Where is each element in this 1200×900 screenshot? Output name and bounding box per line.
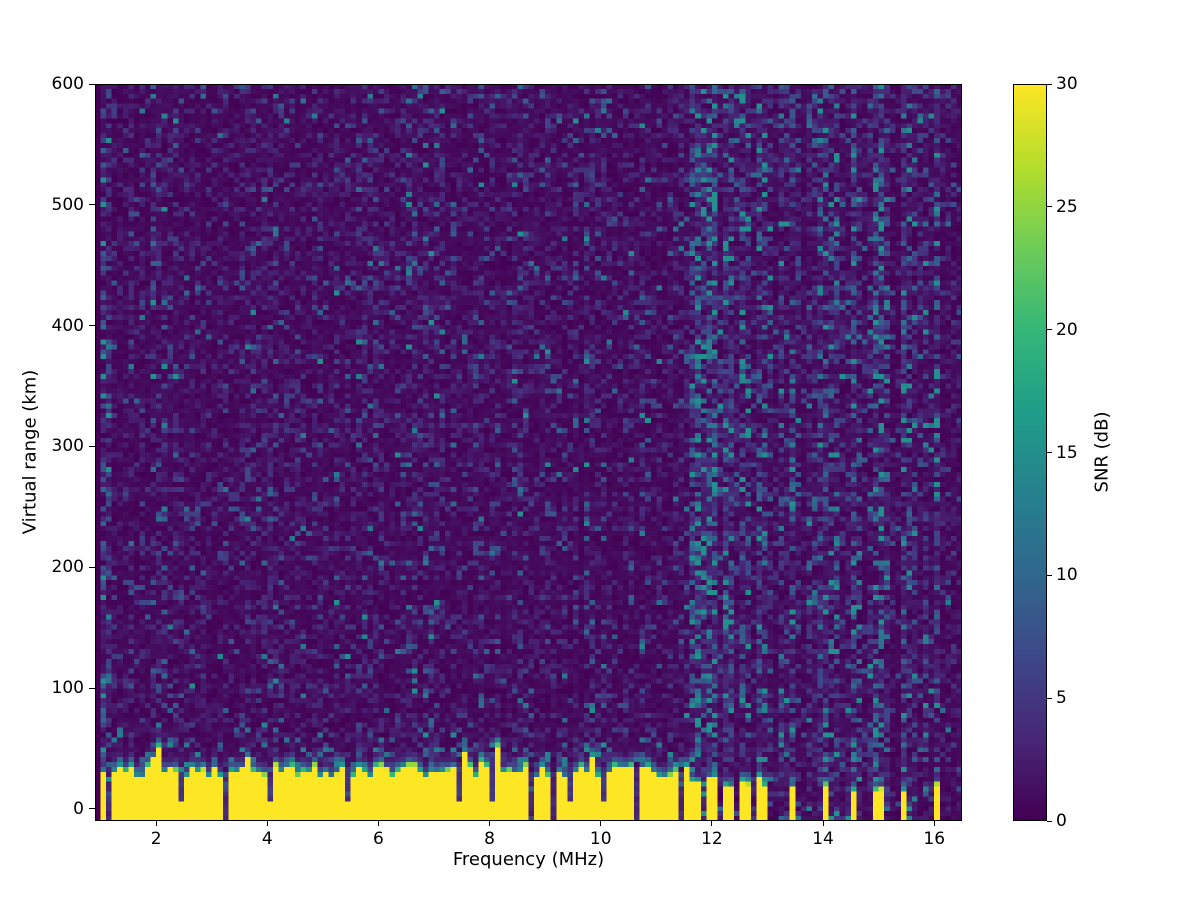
y-tick-mark <box>89 687 95 689</box>
colorbar-label: SNR (dB) <box>1091 411 1113 493</box>
x-axis-label: Frequency (MHz) <box>452 849 605 870</box>
colorbar-tick-mark <box>1047 206 1052 208</box>
colorbar-tick-mark <box>1047 574 1052 576</box>
x-tick-mark <box>377 821 379 826</box>
y-tick-label: 400 <box>51 315 84 336</box>
x-tick-label: 12 <box>701 829 723 849</box>
x-tick-mark <box>489 821 491 826</box>
y-tick-mark <box>89 83 95 85</box>
x-tick-label: 10 <box>589 829 612 849</box>
y-tick-label: 200 <box>51 557 84 578</box>
y-tick-label: 600 <box>51 74 84 94</box>
x-tick-mark <box>822 821 824 826</box>
colorbar-tick-label: 5 <box>1056 688 1067 709</box>
y-tick-label: 100 <box>51 678 84 699</box>
colorbar-tick-label: 25 <box>1056 196 1078 217</box>
x-tick-mark <box>933 821 935 826</box>
y-tick-label: 0 <box>73 798 84 819</box>
x-tick-label: 14 <box>812 829 834 849</box>
colorbar-tick-label: 0 <box>1056 811 1067 831</box>
y-tick-mark <box>89 808 95 810</box>
y-tick-mark <box>89 445 95 447</box>
colorbar-tick-label: 15 <box>1056 442 1078 463</box>
x-tick-mark <box>600 821 602 826</box>
x-tick-mark <box>155 821 157 826</box>
x-tick-label: 6 <box>373 829 384 849</box>
colorbar-tick-mark <box>1047 820 1052 822</box>
colorbar-tick-mark <box>1047 452 1052 453</box>
y-tick-mark <box>89 325 95 327</box>
y-tick-label: 300 <box>51 436 84 457</box>
colorbar-tick-mark <box>1047 83 1052 85</box>
x-tick-mark <box>266 821 268 826</box>
y-tick-label: 500 <box>51 194 84 215</box>
x-tick-label: 8 <box>484 829 496 849</box>
colorbar-tick-mark <box>1047 329 1052 331</box>
y-tick-mark <box>89 204 95 206</box>
x-tick-label: 16 <box>923 829 946 849</box>
colorbar-gradient <box>1013 84 1047 821</box>
colorbar-tick-label: 30 <box>1056 74 1078 94</box>
x-tick-label: 2 <box>150 829 162 849</box>
x-tick-mark <box>711 821 713 826</box>
x-tick-label: 4 <box>261 829 273 849</box>
colorbar-tick-label: 20 <box>1056 319 1078 340</box>
colorbar-tick-label: 10 <box>1056 565 1078 586</box>
y-tick-mark <box>89 566 95 568</box>
ionogram-heatmap <box>95 84 962 821</box>
colorbar-tick-mark <box>1047 697 1052 699</box>
